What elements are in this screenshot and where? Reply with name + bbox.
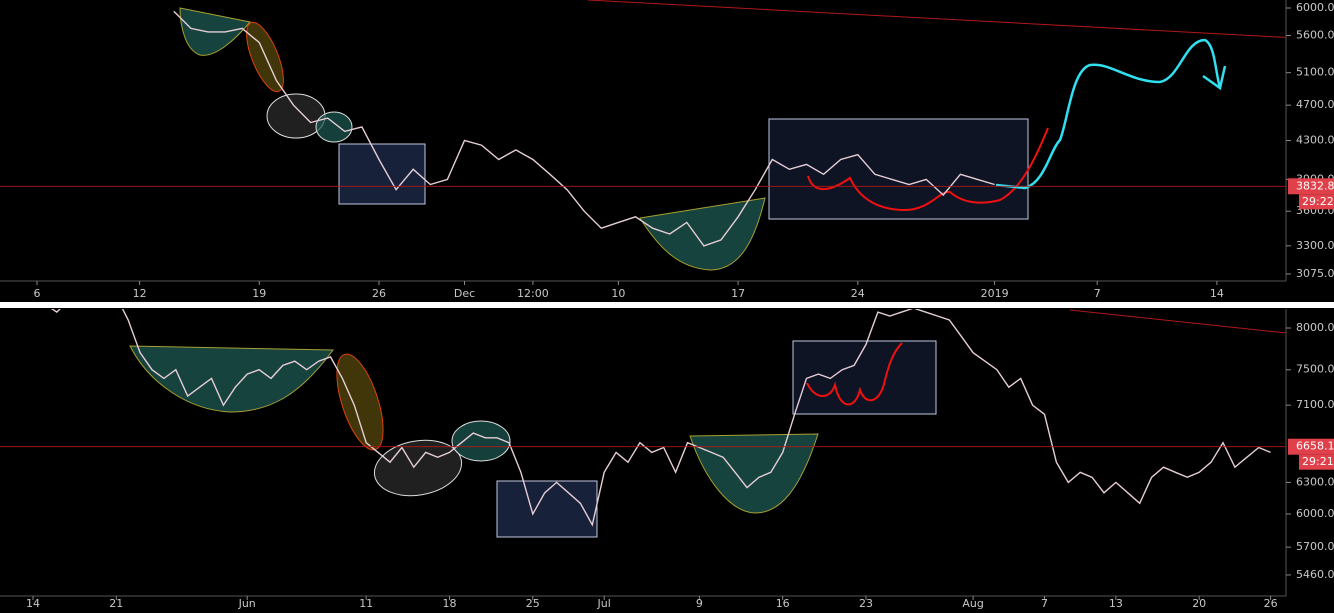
x-tick-label: 26 (1264, 597, 1278, 610)
y-tick-label: 5600.0 (1296, 28, 1334, 41)
last-price-label: 3832.8 (1296, 179, 1334, 192)
x-tick-label: 11 (359, 597, 373, 610)
cup-shape (689, 433, 819, 514)
ellipse (315, 111, 353, 143)
panel-separator (0, 302, 1334, 308)
x-tick-label: 14 (1210, 287, 1224, 300)
x-tick-label: 19 (252, 287, 266, 300)
countdown-tag (1299, 194, 1334, 210)
box (792, 340, 937, 415)
cup-shape (639, 197, 766, 271)
x-tick-label: 7 (1094, 287, 1101, 300)
x-tick-label: Dec (454, 287, 475, 300)
y-tick-label: 6300.0 (1296, 475, 1334, 488)
countdown-label: 29:22 (1302, 195, 1334, 208)
x-tick-label: 13 (1109, 597, 1123, 610)
drawings (179, 0, 1286, 271)
cup-shape (129, 345, 334, 413)
last-price-label: 6658.1 (1296, 440, 1334, 453)
x-tick-label: 6 (34, 287, 41, 300)
y-tick-label: 8000.0 (1296, 321, 1334, 334)
price-line (50, 309, 1271, 527)
drawings (129, 309, 1286, 538)
box (768, 118, 1029, 220)
countdown-tag (1299, 454, 1334, 470)
x-tick-label: 12 (133, 287, 147, 300)
y-tick-label: 7500.0 (1296, 363, 1334, 376)
y-tick-label: 5100.0 (1296, 66, 1334, 79)
trend-line (1069, 309, 1286, 334)
x-tick-label: 21 (109, 597, 123, 610)
x-tick-label: 10 (611, 287, 625, 300)
trend-line (587, 0, 1286, 38)
last-price-tag (1288, 438, 1334, 455)
y-tick-label: 3300.0 (1296, 239, 1334, 252)
x-tick-label: 25 (526, 597, 540, 610)
y-tick-label: 6000.0 (1296, 1, 1334, 14)
box (338, 143, 426, 205)
ellipse (451, 420, 511, 462)
y-tick-label: 3075.0 (1296, 267, 1334, 280)
last-price-tag (1288, 178, 1334, 195)
x-tick-label: 12:00 (517, 287, 549, 300)
x-tick-label: 23 (859, 597, 873, 610)
y-tick-label: 5460.0 (1296, 568, 1334, 581)
x-tick-label: Aug (962, 597, 983, 610)
x-tick-label: 20 (1192, 597, 1206, 610)
x-tick-label: 14 (26, 597, 40, 610)
x-tick-label: 7 (1041, 597, 1048, 610)
x-tick-label: 17 (731, 287, 745, 300)
x-tick-label: 18 (443, 597, 457, 610)
projection-line (995, 38, 1227, 190)
x-tick-label: 16 (776, 597, 790, 610)
x-tick-label: Jun (238, 597, 256, 610)
y-tick-label: 7100.0 (1296, 398, 1334, 411)
countdown-label: 29:21 (1302, 455, 1334, 468)
x-tick-label: 26 (372, 287, 386, 300)
projection-line (806, 342, 903, 406)
x-tick-label: 2019 (981, 287, 1009, 300)
y-tick-label: 4700.0 (1296, 98, 1334, 111)
projection-line (807, 127, 1049, 212)
y-tick-label: 4300.0 (1296, 134, 1334, 147)
y-tick-label: 5700.0 (1296, 540, 1334, 553)
x-tick-label: 24 (851, 287, 865, 300)
y-tick-label: 6000.0 (1296, 507, 1334, 520)
x-tick-label: 9 (696, 597, 703, 610)
price-line (173, 10, 995, 247)
box (496, 480, 598, 538)
x-tick-label: Jul (597, 597, 611, 610)
